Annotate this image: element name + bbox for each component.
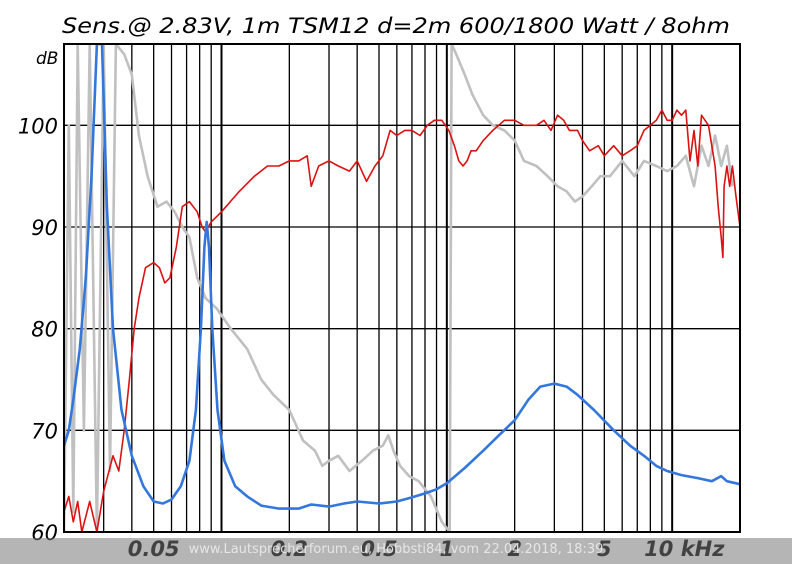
y-tick-label: 70 xyxy=(31,419,58,443)
y-tick-label: 80 xyxy=(31,318,58,342)
series-line-1 xyxy=(64,44,734,532)
watermark-text: www.Lautsprecherforum.eu, Hobbsti84, vom… xyxy=(188,542,604,557)
plot-frame xyxy=(63,43,741,533)
y-tick-label: 90 xyxy=(31,216,58,240)
series-line-3 xyxy=(64,44,740,510)
series-line-2 xyxy=(64,109,740,532)
footer-band xyxy=(0,538,792,564)
y-tick-label: 100 xyxy=(18,114,58,138)
y-axis-unit-label: dB xyxy=(36,49,58,69)
series-layer xyxy=(64,44,740,532)
chart-title: Sens.@ 2.83V, 1m TSM12 d=2m 600/1800 Wat… xyxy=(62,14,730,38)
